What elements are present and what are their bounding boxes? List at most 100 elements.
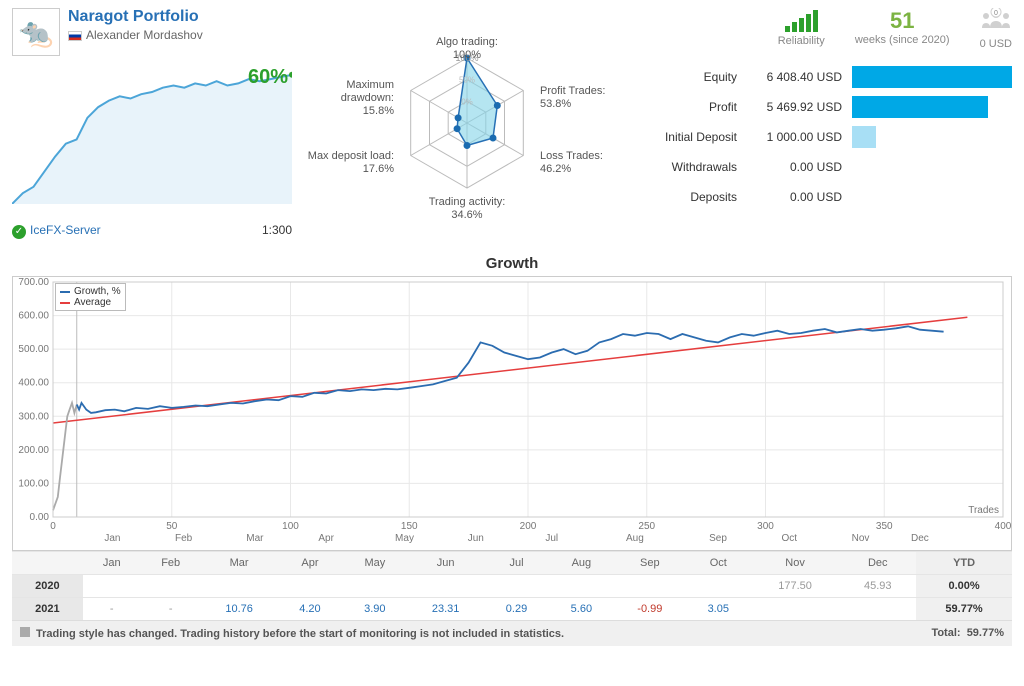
month-cell: 4.20 bbox=[278, 598, 343, 621]
month-header: Mar bbox=[201, 552, 278, 575]
month-header: Feb bbox=[141, 552, 201, 575]
radar-label: Max deposit load:17.6% bbox=[308, 150, 394, 176]
column-profile: 🐀 Naragot Portfolio Alexander Mordashov … bbox=[12, 8, 292, 239]
svg-text:May: May bbox=[395, 533, 414, 544]
month-cell bbox=[839, 598, 916, 621]
svg-text:100.00: 100.00 bbox=[18, 478, 49, 489]
svg-text:0.00: 0.00 bbox=[30, 512, 50, 523]
stat-label: Profit bbox=[642, 100, 737, 114]
svg-text:Jul: Jul bbox=[545, 533, 558, 544]
column-stats: Reliability 51 weeks (since 2020) 0 0 US… bbox=[642, 8, 1012, 239]
percent-gain: 60% bbox=[248, 66, 288, 89]
reliability-bars-icon bbox=[785, 8, 818, 32]
stats-row: Equity6 408.40 USD bbox=[642, 62, 1012, 92]
month-cell bbox=[751, 598, 840, 621]
stat-bar bbox=[852, 96, 988, 118]
stats-bars: Equity6 408.40 USD Profit 5 469.92 USD Init… bbox=[642, 62, 1012, 212]
svg-text:200.00: 200.00 bbox=[18, 445, 49, 456]
svg-text:Dec: Dec bbox=[911, 533, 929, 544]
table-row: 2020177.5045.930.00% bbox=[12, 575, 1012, 598]
subscribers-metric: 0 0 USD bbox=[980, 8, 1012, 50]
svg-text:Jun: Jun bbox=[468, 533, 484, 544]
stat-value: 1 000.00 USD bbox=[747, 130, 842, 144]
month-cell: - bbox=[83, 598, 141, 621]
svg-text:300: 300 bbox=[757, 521, 774, 532]
svg-text:700.00: 700.00 bbox=[18, 277, 49, 288]
stat-bar bbox=[852, 126, 876, 148]
month-header: YTD bbox=[916, 552, 1012, 575]
leverage: 1:300 bbox=[262, 223, 292, 239]
month-header: Jun bbox=[407, 552, 484, 575]
ytd-cell: 0.00% bbox=[916, 575, 1012, 598]
reliability-metric: Reliability bbox=[778, 8, 825, 50]
svg-text:150: 150 bbox=[401, 521, 418, 532]
radar-label: Trading activity:34.6% bbox=[407, 196, 527, 222]
svg-text:250: 250 bbox=[638, 521, 655, 532]
month-cell: 177.50 bbox=[751, 575, 840, 598]
month-cell bbox=[484, 575, 549, 598]
month-cell bbox=[686, 575, 751, 598]
svg-text:Mar: Mar bbox=[246, 533, 264, 544]
stat-value: 5 469.92 USD bbox=[747, 100, 842, 114]
monthly-returns-table: JanFebMarAprMayJunJulAugSepOctNovDecYTD2… bbox=[12, 551, 1012, 620]
flag-icon bbox=[68, 31, 82, 41]
month-cell bbox=[201, 575, 278, 598]
month-cell bbox=[141, 575, 201, 598]
month-header: Nov bbox=[751, 552, 840, 575]
top-metrics: Reliability 51 weeks (since 2020) 0 0 US… bbox=[642, 8, 1012, 50]
svg-text:Nov: Nov bbox=[852, 533, 870, 544]
month-cell bbox=[549, 575, 614, 598]
weeks-metric: 51 weeks (since 2020) bbox=[855, 8, 950, 50]
month-cell: - bbox=[141, 598, 201, 621]
svg-text:200: 200 bbox=[520, 521, 537, 532]
month-cell bbox=[83, 575, 141, 598]
svg-text:300.00: 300.00 bbox=[18, 411, 49, 422]
year-cell: 2020 bbox=[12, 575, 83, 598]
check-icon: ✓ bbox=[12, 225, 26, 239]
month-header bbox=[12, 552, 83, 575]
portfolio-name[interactable]: Naragot Portfolio bbox=[68, 8, 292, 26]
stats-row: Withdrawals0.00 USD bbox=[642, 152, 1012, 182]
stats-row: Profit 5 469.92 USD bbox=[642, 92, 1012, 122]
growth-title: Growth bbox=[12, 255, 1012, 272]
author-name[interactable]: Alexander Mordashov bbox=[68, 28, 292, 42]
svg-text:0%: 0% bbox=[461, 97, 473, 106]
month-cell bbox=[407, 575, 484, 598]
month-header: Apr bbox=[278, 552, 343, 575]
top-section: 🐀 Naragot Portfolio Alexander Mordashov … bbox=[0, 0, 1024, 247]
radar-label: Profit Trades:53.8% bbox=[540, 85, 605, 111]
stat-label: Equity bbox=[642, 70, 737, 84]
svg-text:350: 350 bbox=[876, 521, 893, 532]
svg-text:Sep: Sep bbox=[709, 533, 727, 544]
growth-chart: Growth, % Average 0.00100.00200.00300.00… bbox=[12, 276, 1012, 551]
svg-text:50%: 50% bbox=[459, 76, 475, 85]
month-cell: 10.76 bbox=[201, 598, 278, 621]
svg-text:500.00: 500.00 bbox=[18, 344, 49, 355]
month-cell bbox=[614, 575, 686, 598]
stat-bar bbox=[852, 66, 1012, 88]
growth-section: Growth Growth, % Average 0.00100.00200.0… bbox=[12, 255, 1012, 646]
svg-text:Oct: Oct bbox=[781, 533, 797, 544]
people-icon: 0 bbox=[980, 8, 1012, 38]
svg-text:400: 400 bbox=[995, 521, 1012, 532]
avatar-image: 🐀 bbox=[12, 8, 60, 56]
radar-label: Maximum drawdown:15.8% bbox=[302, 79, 394, 119]
svg-text:100: 100 bbox=[282, 521, 299, 532]
month-cell: 3.05 bbox=[686, 598, 751, 621]
stats-row: Deposits0.00 USD bbox=[642, 182, 1012, 212]
stats-row: Initial Deposit 1 000.00 USD bbox=[642, 122, 1012, 152]
month-header: Aug bbox=[549, 552, 614, 575]
month-cell: -0.99 bbox=[614, 598, 686, 621]
svg-text:600.00: 600.00 bbox=[18, 311, 49, 322]
svg-text:0: 0 bbox=[50, 521, 56, 532]
ytd-cell: 59.77% bbox=[916, 598, 1012, 621]
server-name[interactable]: ✓IceFX-Server bbox=[12, 223, 101, 239]
stat-label: Deposits bbox=[642, 190, 737, 204]
radar-label: Algo trading:100% bbox=[407, 36, 527, 62]
month-header: Dec bbox=[839, 552, 916, 575]
stat-label: Initial Deposit bbox=[642, 130, 737, 144]
svg-text:50: 50 bbox=[166, 521, 178, 532]
svg-text:0: 0 bbox=[994, 10, 998, 17]
column-radar: 100%50%0% Algo trading:100%Profit Trades… bbox=[302, 8, 632, 239]
month-header: May bbox=[342, 552, 407, 575]
